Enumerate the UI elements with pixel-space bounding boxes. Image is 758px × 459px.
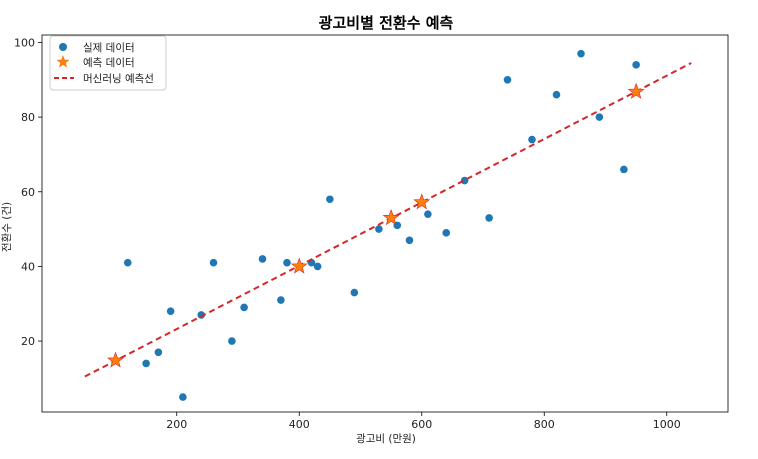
scatter-point [209, 258, 218, 267]
y-tick-label: 60 [21, 186, 35, 199]
predicted-star [107, 351, 124, 368]
legend-label-predicted: 예측 데이터 [83, 56, 135, 69]
legend-label-line: 머신러닝 예측선 [83, 72, 154, 85]
y-tick-label: 20 [21, 335, 35, 348]
plot-area: 200 400 600 800 1000 20 40 60 80 100 [14, 34, 729, 431]
scatter-point [442, 229, 451, 237]
x-tick-label: 600 [411, 418, 432, 431]
axes-frame [41, 34, 729, 413]
y-axis-label: 전환수 (건) [1, 202, 13, 252]
legend-marker-actual [59, 43, 67, 51]
scatter-point [632, 61, 640, 69]
scatter-point [350, 288, 359, 297]
scatter-point [326, 195, 334, 204]
scatter-point [595, 113, 604, 121]
y-tick-label: 40 [21, 260, 35, 273]
scatter-point [154, 348, 163, 357]
chart-title: 광고비별 전환수 예측 [319, 14, 454, 32]
scatter-point [460, 176, 469, 185]
predicted-star [290, 257, 308, 274]
scatter-point [313, 262, 322, 271]
predicted-star [413, 193, 431, 210]
scatter-point [405, 236, 414, 245]
scatter-point [179, 393, 187, 401]
scatter-point [485, 214, 493, 222]
scatter-point [283, 258, 291, 267]
legend-marker-predicted [56, 55, 70, 68]
legend-label-actual: 실제 데이터 [83, 42, 135, 54]
y-tick-label: 80 [21, 111, 35, 124]
scatter-point [197, 311, 206, 319]
scatter-point [620, 165, 628, 174]
scatter-point [424, 210, 432, 218]
x-axis-label: 광고비 (만원) [356, 433, 416, 445]
scatter-point [228, 337, 236, 345]
scatter-point [142, 359, 150, 368]
scatter-point [166, 307, 175, 316]
x-tick-label: 1000 [653, 418, 681, 431]
scatter-point [277, 296, 285, 304]
scatter-point [503, 75, 512, 84]
scatter-point [375, 225, 383, 233]
scatter-point [123, 258, 132, 267]
legend: 실제 데이터 예측 데이터 머신러닝 예측선 [49, 35, 167, 91]
scatter-point [528, 135, 536, 144]
scatter-point [552, 90, 561, 99]
predicted-star [382, 209, 400, 226]
scatter-point [240, 303, 248, 312]
y-tick-label: 100 [14, 36, 35, 49]
x-tick-label: 800 [534, 418, 555, 431]
scatter-point [258, 255, 267, 263]
x-tick-label: 400 [289, 418, 310, 431]
legend-box [49, 35, 167, 91]
scatter-point [577, 49, 585, 58]
x-tick-label: 200 [166, 418, 187, 431]
predicted-star [627, 82, 645, 99]
